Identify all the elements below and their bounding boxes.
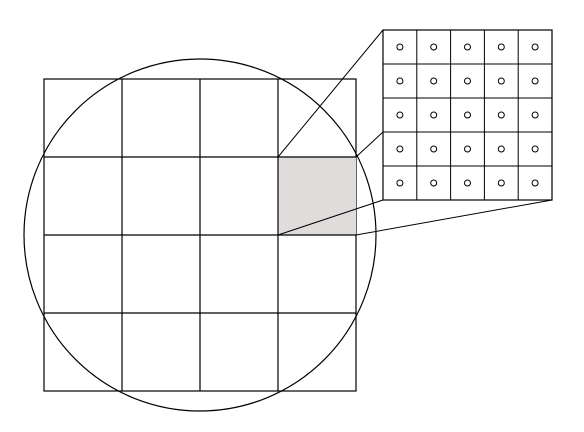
- zoom-grid-lines: [383, 30, 552, 200]
- small-circle-icon: [531, 111, 539, 119]
- small-circle-icon: [531, 43, 539, 51]
- zoom-connector-upper-right: [355, 131, 384, 158]
- small-circle-icon: [497, 179, 505, 187]
- small-circle-icon: [464, 77, 471, 85]
- small-circle-icon: [430, 43, 438, 51]
- small-circle-icon: [531, 179, 539, 187]
- small-circle-icon: [430, 77, 438, 85]
- small-circle-icon: [396, 77, 404, 85]
- zoom-connector-middle: [277, 199, 384, 236]
- small-circle-icon: [430, 111, 438, 119]
- small-circle-icon: [430, 179, 438, 187]
- small-circle-icon: [464, 43, 471, 51]
- small-circle-icon: [464, 179, 471, 187]
- small-circle-icon: [396, 145, 404, 153]
- zoom-connector-bottom: [355, 199, 553, 236]
- highlighted-cell: [278, 157, 356, 235]
- small-circle-icon: [497, 43, 505, 51]
- small-circle-icon: [430, 145, 438, 153]
- grid-lines: [44, 79, 356, 391]
- small-circle-icon: [497, 145, 505, 153]
- small-circle-icon: [396, 179, 404, 187]
- small-circle-icon: [396, 111, 404, 119]
- small-circle-icon: [497, 111, 505, 119]
- small-circle-icon: [396, 43, 404, 51]
- small-circle-icon: [464, 145, 471, 153]
- wafer-circle: [23, 58, 377, 412]
- small-circle-icon: [464, 111, 471, 119]
- small-circle-icon: [531, 77, 539, 85]
- zoom-grid-markers: [396, 43, 539, 187]
- small-circle-icon: [497, 77, 505, 85]
- small-circle-icon: [531, 145, 539, 153]
- zoom-connector-top: [277, 29, 384, 158]
